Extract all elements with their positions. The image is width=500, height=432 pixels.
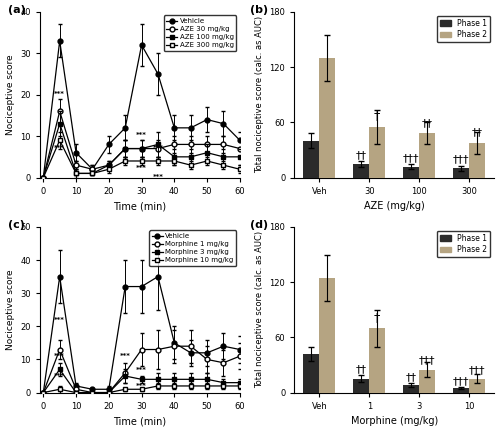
Bar <box>453 388 469 393</box>
Bar <box>370 127 386 178</box>
Bar <box>320 277 336 393</box>
Text: ***: *** <box>152 145 164 151</box>
Text: ††: †† <box>406 372 416 382</box>
Text: ***: *** <box>136 367 147 373</box>
Text: (a): (a) <box>8 5 26 15</box>
Text: ††: †† <box>356 364 367 374</box>
Bar <box>403 385 419 393</box>
Y-axis label: Total nociceptive score (calc. as AUC): Total nociceptive score (calc. as AUC) <box>255 16 264 173</box>
Text: ***: *** <box>54 145 65 151</box>
Bar <box>304 354 320 393</box>
Text: ***: *** <box>54 353 65 359</box>
Text: †††: ††† <box>403 153 419 163</box>
X-axis label: Time (min): Time (min) <box>114 201 166 211</box>
Text: ***: *** <box>54 373 65 379</box>
Bar <box>304 141 320 178</box>
Text: ***: *** <box>136 383 147 389</box>
X-axis label: Morphine (mg/kg): Morphine (mg/kg) <box>350 416 438 426</box>
Text: ***: *** <box>54 91 65 97</box>
Text: †: † <box>374 109 380 122</box>
Text: ***: *** <box>136 165 147 172</box>
Text: †††: ††† <box>453 376 469 386</box>
Text: ***: *** <box>152 174 164 180</box>
Text: ††: †† <box>356 150 367 160</box>
Bar <box>320 58 336 178</box>
Text: ††: †† <box>422 118 432 128</box>
Text: †: † <box>374 311 380 324</box>
Text: ***: *** <box>120 353 130 359</box>
Y-axis label: Nociceptive score: Nociceptive score <box>6 54 15 135</box>
Text: †††: ††† <box>469 365 486 375</box>
Bar <box>419 369 435 393</box>
Bar <box>354 164 370 178</box>
Text: (b): (b) <box>250 5 268 15</box>
Y-axis label: Total nociceptive score (calc. as AUC): Total nociceptive score (calc. as AUC) <box>255 231 264 388</box>
Legend: Vehicle, AZE 30 mg/kg, AZE 100 mg/kg, AZE 300 mg/kg: Vehicle, AZE 30 mg/kg, AZE 100 mg/kg, AZ… <box>164 16 236 51</box>
Text: (d): (d) <box>250 220 268 230</box>
Text: ***: *** <box>54 317 65 323</box>
Text: (c): (c) <box>8 220 25 230</box>
Bar <box>370 328 386 393</box>
Text: ***: *** <box>136 132 147 138</box>
Legend: Phase 1, Phase 2: Phase 1, Phase 2 <box>436 231 490 257</box>
Bar <box>469 143 485 178</box>
Bar <box>354 379 370 393</box>
Text: †††: ††† <box>453 155 469 165</box>
Legend: Phase 1, Phase 2: Phase 1, Phase 2 <box>436 16 490 42</box>
Bar <box>403 166 419 178</box>
Legend: Vehicle, Morphine 1 mg/kg, Morphine 3 mg/kg, Morphine 10 mg/kg: Vehicle, Morphine 1 mg/kg, Morphine 3 mg… <box>150 230 236 266</box>
X-axis label: AZE (mg/kg): AZE (mg/kg) <box>364 201 424 211</box>
Text: †††: ††† <box>419 355 436 365</box>
Bar <box>453 168 469 178</box>
X-axis label: Time (min): Time (min) <box>114 416 166 426</box>
Text: ††: †† <box>472 127 482 137</box>
Bar <box>469 379 485 393</box>
Bar <box>419 133 435 178</box>
Y-axis label: Nociceptive score: Nociceptive score <box>6 270 15 350</box>
